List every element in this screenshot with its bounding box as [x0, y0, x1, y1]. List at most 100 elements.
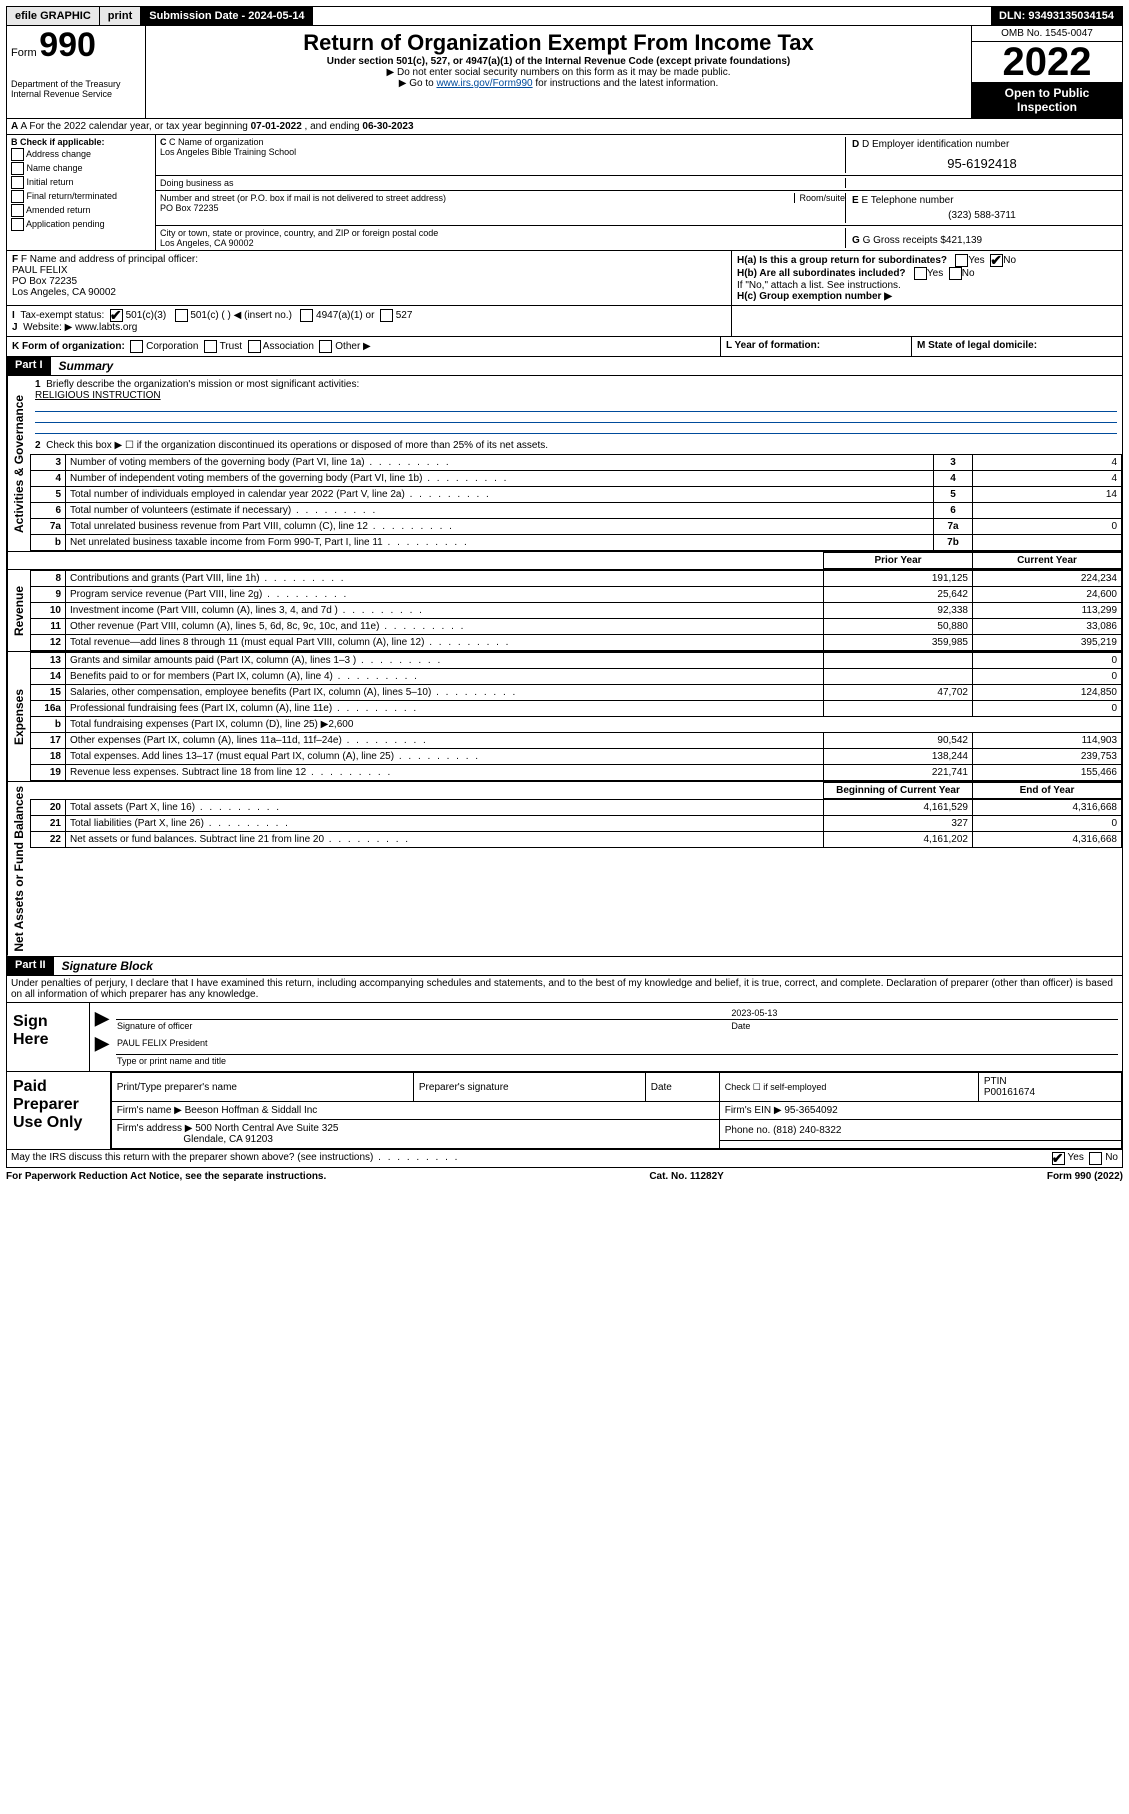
cb-527[interactable]: [380, 309, 393, 322]
part1-title: Summary: [51, 357, 122, 375]
cb-amended[interactable]: [11, 204, 24, 217]
org-name: Los Angeles Bible Training School: [160, 147, 845, 157]
cb-corp[interactable]: [130, 340, 143, 353]
print-button[interactable]: print: [100, 7, 141, 25]
firm-name: Beeson Hoffman & Siddall Inc: [185, 1105, 318, 1116]
firm-addr1: 500 North Central Ave Suite 325: [195, 1123, 338, 1134]
firm-addr2: Glendale, CA 91203: [183, 1134, 273, 1145]
cb-ha-no[interactable]: [990, 254, 1003, 267]
vlabel-netassets: Net Assets or Fund Balances: [7, 782, 30, 956]
cb-discuss-yes[interactable]: [1052, 1152, 1065, 1165]
line-a: A A For the 2022 calendar year, or tax y…: [6, 119, 1123, 135]
table-row: 5Total number of individuals employed in…: [31, 487, 1122, 503]
org-address: PO Box 72235: [160, 203, 845, 213]
box-l: L Year of formation:: [721, 337, 912, 356]
part1-header: Part I: [7, 357, 51, 375]
firm-phone: (818) 240-8322: [773, 1125, 841, 1136]
irs-link[interactable]: www.irs.gov/Form990: [436, 78, 532, 89]
cb-app-pending[interactable]: [11, 218, 24, 231]
cb-other[interactable]: [319, 340, 332, 353]
tax-year: 2022: [972, 42, 1122, 82]
efile-button[interactable]: efile GRAPHIC: [7, 7, 100, 25]
form-number: 990: [39, 26, 96, 64]
cb-trust[interactable]: [204, 340, 217, 353]
cb-501c3[interactable]: [110, 309, 123, 322]
q2: 2 Check this box ▶ ☐ if the organization…: [30, 437, 1122, 454]
col-prior: Prior Year: [824, 553, 973, 569]
cb-discuss-no[interactable]: [1089, 1152, 1102, 1165]
sign-arrow-icon-2: ▶: [95, 1033, 109, 1053]
table-row: 16aProfessional fundraising fees (Part I…: [31, 701, 1122, 717]
col-boy: Beginning of Current Year: [824, 783, 973, 799]
cb-4947[interactable]: [300, 309, 313, 322]
box-k: K Form of organization: Corporation Trus…: [7, 337, 721, 356]
box-m: M State of legal domicile:: [912, 337, 1122, 356]
table-row: 9Program service revenue (Part VIII, lin…: [31, 587, 1122, 603]
table-row: 22Net assets or fund balances. Subtract …: [31, 832, 1122, 848]
paid-preparer-block: Paid Preparer Use Only Print/Type prepar…: [6, 1072, 1123, 1150]
cb-hb-yes[interactable]: [914, 267, 927, 280]
table-row: 20Total assets (Part X, line 16)4,161,52…: [31, 800, 1122, 816]
table-row: 12Total revenue—add lines 8 through 11 (…: [31, 635, 1122, 651]
website[interactable]: www.labts.org: [75, 322, 137, 333]
discuss-row: May the IRS discuss this return with the…: [6, 1150, 1123, 1168]
submission-date: Submission Date - 2024-05-14: [141, 7, 312, 25]
table-row: 11Other revenue (Part VIII, column (A), …: [31, 619, 1122, 635]
col-eoy: End of Year: [973, 783, 1122, 799]
mission: RELIGIOUS INSTRUCTION: [35, 390, 161, 401]
cb-name-change[interactable]: [11, 162, 24, 175]
table-row: 17Other expenses (Part IX, column (A), l…: [31, 733, 1122, 749]
ein: 95-6192418: [852, 156, 1112, 171]
cb-hb-no[interactable]: [949, 267, 962, 280]
vlabel-expenses: Expenses: [7, 652, 30, 781]
perjury-declaration: Under penalties of perjury, I declare th…: [6, 976, 1123, 1003]
table-row: 4Number of independent voting members of…: [31, 471, 1122, 487]
box-i: I Tax-exempt status: 501(c)(3) 501(c) ( …: [7, 306, 732, 336]
vlabel-activities: Activities & Governance: [7, 376, 30, 551]
cb-address-change[interactable]: [11, 148, 24, 161]
cb-ha-yes[interactable]: [955, 254, 968, 267]
table-row: 7aTotal unrelated business revenue from …: [31, 519, 1122, 535]
box-h: H(a) Is this a group return for subordin…: [732, 251, 1122, 305]
table-row: 13Grants and similar amounts paid (Part …: [31, 653, 1122, 669]
dln: DLN: 93493135034154: [991, 7, 1122, 25]
table-expenses: 13Grants and similar amounts paid (Part …: [30, 652, 1122, 781]
cb-501c[interactable]: [175, 309, 188, 322]
open-public-badge: Open to Public Inspection: [972, 82, 1122, 118]
col-current: Current Year: [973, 553, 1122, 569]
form-title: Return of Organization Exempt From Incom…: [150, 30, 967, 56]
officer-name: PAUL FELIX President: [116, 1032, 1118, 1055]
table-row: 21Total liabilities (Part X, line 26)327…: [31, 816, 1122, 832]
table-row: 19Revenue less expenses. Subtract line 1…: [31, 765, 1122, 781]
dept-treasury: Department of the Treasury: [11, 79, 141, 89]
cb-assoc[interactable]: [248, 340, 261, 353]
box-f: F F Name and address of principal office…: [7, 251, 732, 305]
cb-final-return[interactable]: [11, 190, 24, 203]
cb-initial-return[interactable]: [11, 176, 24, 189]
part2-title: Signature Block: [54, 957, 161, 975]
table-row: 3Number of voting members of the governi…: [31, 455, 1122, 471]
gross-receipts: 421,139: [946, 235, 982, 246]
telephone: (323) 588-3711: [852, 210, 1112, 221]
sign-date: 2023-05-13: [730, 1007, 1118, 1020]
form-label: Form: [11, 47, 37, 59]
table-row: bTotal fundraising expenses (Part IX, co…: [31, 717, 1122, 733]
page-footer: For Paperwork Reduction Act Notice, see …: [6, 1168, 1123, 1185]
table-row: 10Investment income (Part VIII, column (…: [31, 603, 1122, 619]
org-city: Los Angeles, CA 90002: [160, 238, 845, 248]
part2-header: Part II: [7, 957, 54, 975]
irs-label: Internal Revenue Service: [11, 89, 141, 99]
table-row: bNet unrelated business taxable income f…: [31, 535, 1122, 551]
q1: 1 Briefly describe the organization's mi…: [30, 376, 1122, 437]
top-bar: efile GRAPHIC print Submission Date - 20…: [6, 6, 1123, 26]
table-row: 8Contributions and grants (Part VIII, li…: [31, 571, 1122, 587]
table-row: 15Salaries, other compensation, employee…: [31, 685, 1122, 701]
form-subtitle: Under section 501(c), 527, or 4947(a)(1)…: [150, 56, 967, 67]
sign-arrow-icon: ▶: [95, 1008, 109, 1028]
ssn-note: ▶ Do not enter social security numbers o…: [150, 67, 967, 78]
table-netassets: 20Total assets (Part X, line 16)4,161,52…: [30, 799, 1122, 848]
table-revenue: 8Contributions and grants (Part VIII, li…: [30, 570, 1122, 651]
vlabel-blank: [7, 552, 30, 569]
dba-label: Doing business as: [160, 178, 845, 188]
vlabel-revenue: Revenue: [7, 570, 30, 651]
